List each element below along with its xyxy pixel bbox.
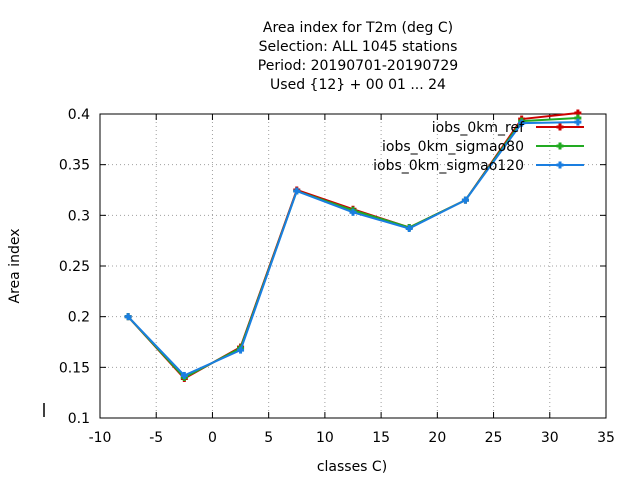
data-series xyxy=(124,109,582,382)
legend-item: iobs_0km_sigmao120 xyxy=(373,158,584,174)
data-point xyxy=(293,187,301,195)
series-line xyxy=(127,117,578,379)
legend-label: iobs_0km_sigmao120 xyxy=(373,158,524,174)
data-point xyxy=(405,225,413,233)
x-tick-label: 15 xyxy=(372,430,390,446)
title-line: Selection: ALL 1045 stations xyxy=(259,39,458,55)
x-axis-label: classes C) xyxy=(317,459,387,475)
x-tick-label: 35 xyxy=(597,430,615,446)
x-tick-label: 20 xyxy=(428,430,446,446)
y-tick-label: 0.4 xyxy=(68,107,90,123)
y-tick-label: 0.25 xyxy=(59,259,90,275)
y-tick-label: 0.15 xyxy=(59,360,90,376)
data-point xyxy=(237,346,245,354)
y-tick-label: 0.3 xyxy=(68,208,90,224)
data-point xyxy=(518,119,526,127)
legend-marker xyxy=(556,161,564,169)
y-tick-label: 0.35 xyxy=(59,158,90,174)
series-iobs_0km_sigmao120 xyxy=(124,118,582,379)
grid-lines xyxy=(100,114,606,418)
legend-label: iobs_0km_sigmao80 xyxy=(382,139,524,155)
title-line: Used {12} + 00 01 ... 24 xyxy=(270,77,446,93)
x-tick-label: 5 xyxy=(264,430,273,446)
data-point xyxy=(461,196,469,204)
x-tick-label: 0 xyxy=(208,430,217,446)
chart-title: Area index for T2m (deg C) Selection: ALL… xyxy=(258,20,458,93)
legend-marker xyxy=(556,123,564,131)
y-axis-label: Area index xyxy=(7,229,23,304)
legend: iobs_0km_ref iobs_0km_sigmao80 iobs_0km_si… xyxy=(373,120,584,174)
title-line: Period: 20190701-20190729 xyxy=(258,58,458,74)
x-tick-label: 25 xyxy=(485,430,503,446)
x-axis-ticks: -10 -5 0 5 10 15 20 25 30 35 xyxy=(89,114,615,446)
y-tick-label: 0.1 xyxy=(68,411,90,427)
legend-marker xyxy=(556,142,564,150)
x-tick-label: 10 xyxy=(316,430,334,446)
y-axis-ticks: 0.1 0.15 0.2 0.25 0.3 0.35 0.4 xyxy=(59,107,606,427)
data-point xyxy=(180,371,188,379)
data-point xyxy=(574,118,582,126)
legend-item: iobs_0km_ref xyxy=(432,120,584,136)
title-line: Area index for T2m (deg C) xyxy=(263,20,453,36)
legend-label: iobs_0km_ref xyxy=(432,120,525,136)
x-tick-label: -10 xyxy=(89,430,112,446)
legend-item: iobs_0km_sigmao80 xyxy=(382,139,584,155)
y-tick-label: 0.2 xyxy=(68,310,90,326)
x-tick-label: 30 xyxy=(541,430,559,446)
data-point xyxy=(349,208,357,216)
data-point xyxy=(124,313,132,321)
x-tick-label: -5 xyxy=(149,430,163,446)
